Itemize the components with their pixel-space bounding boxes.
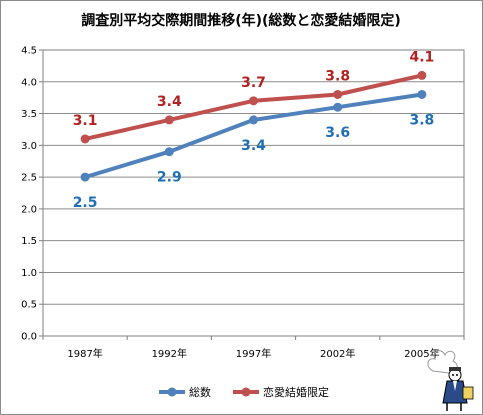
legend-marker (241, 387, 251, 397)
data-label: 2.9 (157, 170, 182, 186)
y-tick-label: 2.0 (21, 204, 37, 215)
y-tick-label: 4.0 (21, 77, 37, 88)
data-label: 3.1 (73, 113, 98, 129)
gridlines (43, 49, 464, 337)
data-label: 3.4 (157, 94, 182, 110)
data-label: 3.4 (241, 138, 266, 154)
data-label: 2.5 (73, 195, 98, 211)
x-tick-label: 1987年 (67, 347, 102, 360)
data-point (249, 115, 258, 125)
x-tick-label: 2002年 (320, 347, 355, 360)
y-tick-label: 0.5 (21, 300, 37, 311)
y-tick-label: 1.0 (21, 268, 37, 279)
data-point (80, 172, 90, 182)
data-points (80, 70, 427, 182)
y-tick-label: 1.5 (21, 236, 37, 247)
data-point (164, 115, 174, 125)
x-tick-label: 2005年 (404, 347, 439, 360)
data-label: 3.6 (325, 125, 350, 141)
y-tick-label: 0.0 (21, 332, 37, 343)
chart-title: 調査別平均交際期間推移(年)(総数と恋愛結婚限定) (81, 12, 401, 29)
legend-label: 恋愛結婚限定 (263, 385, 329, 399)
plot-area-border (42, 49, 465, 337)
data-label: 3.7 (241, 75, 266, 91)
y-axis-ticks: 0.0 0.5 1.0 1.5 2.0 2.5 3.0 3.5 4.0 4.5 (21, 46, 43, 343)
data-point (417, 89, 427, 99)
legend-marker (167, 387, 177, 397)
y-tick-label: 3.5 (21, 109, 37, 120)
data-point (249, 96, 258, 106)
data-labels: 2.5 2.9 3.4 3.6 3.8 3.1 3.4 3.7 3.8 4.1 (73, 49, 435, 211)
data-point (164, 147, 174, 157)
data-point (333, 89, 343, 99)
x-tick-label: 1997年 (236, 347, 271, 360)
data-label: 3.8 (325, 68, 350, 84)
x-tick-label: 1992年 (152, 347, 187, 360)
data-point (417, 70, 427, 80)
y-tick-label: 2.5 (21, 173, 37, 184)
x-axis-ticks: 1987年 1992年 1997年 2002年 2005年 (42, 336, 465, 360)
data-label: 4.1 (409, 49, 434, 65)
series-line-1 (84, 92, 423, 180)
legend: 総数 恋愛結婚限定 (159, 385, 329, 399)
data-label: 3.8 (409, 112, 434, 128)
y-tick-label: 3.0 (21, 141, 37, 152)
y-tick-label: 4.5 (21, 46, 37, 57)
data-point (80, 134, 90, 144)
data-point (333, 102, 343, 112)
mascot-character-icon (427, 350, 474, 411)
legend-label: 総数 (189, 385, 211, 399)
